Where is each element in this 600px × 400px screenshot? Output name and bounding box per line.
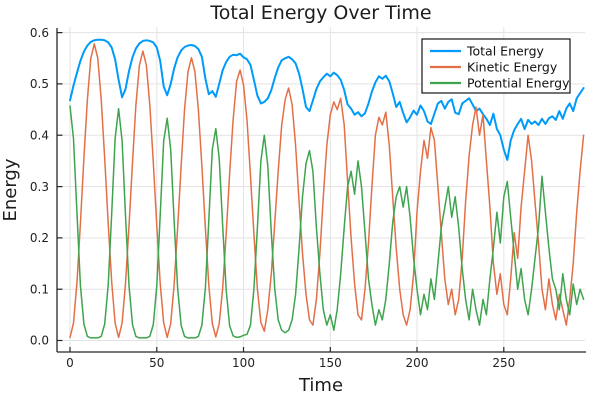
x-tick-label: 200 (406, 356, 429, 370)
legend-label-kinetic-energy: Kinetic Energy (467, 59, 558, 74)
y-axis-label: Energy (0, 158, 21, 221)
legend-label-total-energy: Total Energy (466, 43, 545, 58)
y-tick-label: 0.0 (30, 334, 49, 348)
y-tick-label: 0.3 (30, 180, 49, 194)
x-tick-label: 150 (319, 356, 342, 370)
axis-layer: 0 50 100 150 200 250 0.0 0.1 0.2 0.3 0.4 0.5 0.6 (30, 26, 586, 370)
series-line-kinetic-energy (69, 43, 585, 339)
x-tick-label: 50 (149, 356, 164, 370)
grid-layer (57, 27, 585, 352)
y-tick-label: 0.5 (30, 77, 49, 91)
x-axis-label: Time (298, 375, 343, 396)
y-tick-label: 0.4 (30, 128, 49, 142)
chart-title: Total Energy Over Time (209, 2, 431, 24)
series-line-potential-energy (69, 105, 585, 339)
series-line-total-energy (69, 38, 585, 161)
y-tick-label: 0.6 (30, 26, 49, 40)
legend-label-potential-energy: Potential Energy (467, 75, 570, 90)
y-tick-label: 0.1 (30, 282, 49, 296)
x-tick-label: 100 (232, 356, 255, 370)
x-tick-label: 0 (66, 356, 74, 370)
y-tick-label: 0.2 (30, 231, 49, 245)
x-tick-label: 250 (492, 356, 515, 370)
curve-layer (69, 38, 585, 339)
